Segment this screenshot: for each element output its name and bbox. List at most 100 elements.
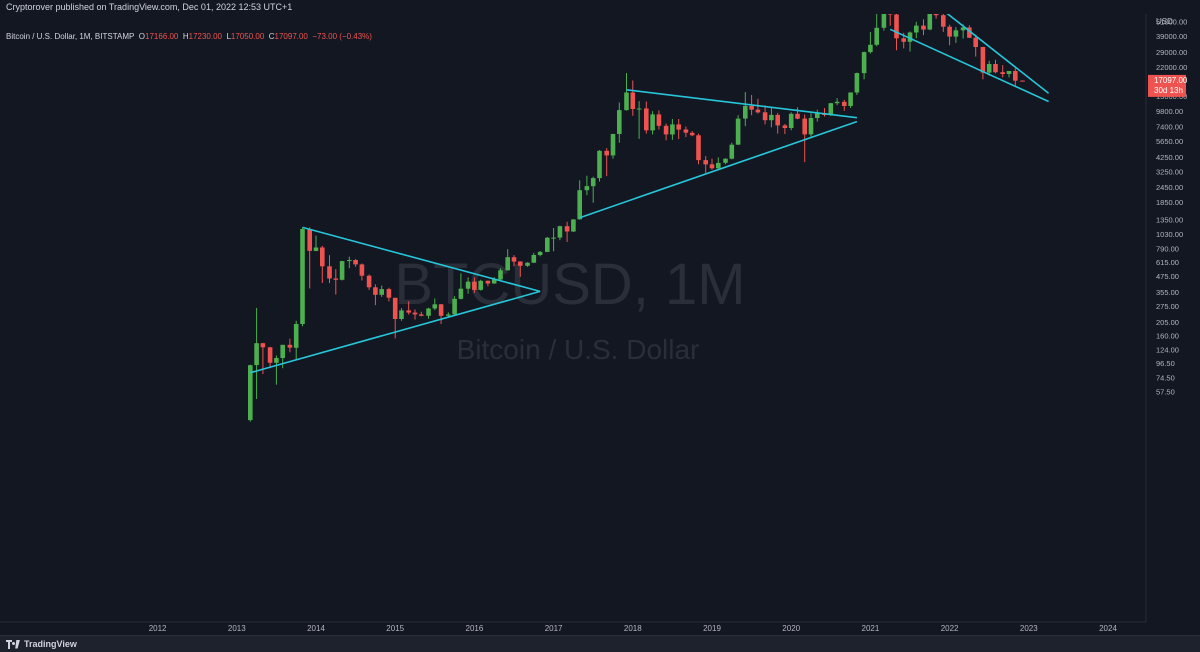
candle [743, 92, 748, 127]
candle [663, 123, 669, 141]
candle-body [755, 109, 761, 113]
candle [359, 263, 365, 281]
candle [545, 237, 550, 253]
trendline[interactable] [889, 28, 1049, 103]
candle [1006, 71, 1012, 78]
candle-body [670, 124, 675, 135]
trendline[interactable] [302, 226, 541, 293]
candle-body [320, 247, 325, 267]
candle-body [980, 47, 986, 73]
candle [953, 27, 959, 43]
candle [834, 98, 840, 106]
candle [907, 31, 913, 52]
candle-body [551, 237, 556, 239]
x-tick-label: 2016 [466, 624, 484, 633]
candle-body [280, 344, 285, 358]
candle-body [881, 13, 887, 28]
candle-body [604, 150, 609, 156]
candle-body [808, 118, 814, 135]
y-tick-label: 51000.00 [1156, 17, 1187, 26]
y-tick-label: 9800.00 [1156, 107, 1183, 116]
candle [822, 108, 827, 117]
candle [254, 307, 259, 399]
publish-header: Cryptorover published on TradingView.com… [0, 0, 1200, 14]
x-tick-label: 2020 [782, 624, 800, 633]
candle [1020, 80, 1025, 82]
time-axis[interactable]: 2012 2013 2014 2015 2016 2017 2018 2019 2020 2021… [0, 621, 1146, 633]
candle [973, 34, 978, 57]
candle [412, 309, 418, 320]
y-tick-label: 475.00 [1156, 272, 1179, 281]
candle [571, 219, 576, 232]
candle [399, 308, 404, 321]
trendline[interactable] [626, 89, 857, 119]
candle [735, 115, 741, 145]
candle [709, 158, 715, 170]
y-tick-label: 790.00 [1156, 245, 1179, 254]
candle [293, 320, 299, 361]
price-axis[interactable]: USD 150000.00115000.0087000.0067000.0051… [1145, 2, 1191, 622]
candle-body [438, 304, 444, 316]
watermark: BTCUSD, 1M Bitcoin / U.S. Dollar [394, 252, 745, 365]
candles-layer [248, 11, 1025, 422]
candle-body [735, 118, 741, 145]
candle-body [465, 281, 471, 289]
candle-body [696, 135, 701, 161]
candle-body [874, 27, 879, 45]
candle-body [650, 114, 655, 131]
chart-area[interactable]: BTCUSD, 1M Bitcoin / U.S. Dollar USD 150… [0, 2, 1200, 635]
candle [478, 279, 483, 291]
candle-body [743, 105, 748, 119]
candle [379, 285, 384, 297]
y-tick-label: 57.50 [1156, 387, 1175, 396]
candle-body [729, 144, 735, 159]
candle-body [709, 164, 715, 169]
candle [366, 274, 372, 290]
x-tick-label: 2021 [862, 624, 880, 633]
tradingview-logo-icon [6, 639, 20, 649]
candle [320, 245, 325, 283]
y-tick-label: 2450.00 [1156, 183, 1183, 192]
candle [1013, 68, 1018, 87]
candle [676, 119, 681, 140]
candle-body [327, 266, 332, 279]
candle-body [432, 304, 438, 309]
candle-body [248, 365, 253, 421]
candle-body [537, 251, 543, 255]
candle [769, 107, 774, 128]
candle-body [419, 314, 424, 316]
x-tick-label: 2023 [1020, 624, 1038, 633]
trendlines-layer[interactable] [250, 4, 1050, 374]
price-chart[interactable]: BTCUSD, 1M Bitcoin / U.S. Dollar USD 150… [0, 2, 1200, 635]
y-tick-label: 1850.00 [1156, 198, 1183, 207]
candle [511, 255, 517, 267]
candle [274, 355, 279, 385]
candle [373, 284, 378, 306]
trendline[interactable] [935, 4, 1050, 94]
x-tick-label: 2019 [703, 624, 721, 633]
candle-body [511, 257, 517, 262]
candle [842, 99, 847, 111]
candle-body [762, 112, 768, 121]
candle [808, 113, 814, 137]
candle-body [472, 281, 477, 290]
candle-body [749, 105, 754, 110]
candle-body [498, 270, 503, 280]
candle-body [973, 37, 978, 47]
trendline[interactable] [579, 120, 858, 219]
tradingview-logo[interactable]: TradingView [6, 638, 77, 650]
trendline[interactable] [250, 290, 541, 374]
candle [426, 307, 431, 319]
candle [300, 227, 305, 327]
candle-body [802, 118, 807, 135]
candle-body [960, 27, 966, 31]
candle [472, 277, 477, 293]
candle-body [260, 343, 266, 348]
low-value: 17050.00 [230, 32, 265, 41]
candle-body [267, 347, 273, 363]
candle-body [333, 278, 339, 280]
candle-body [571, 219, 576, 232]
candle [788, 112, 794, 131]
candle [729, 142, 735, 160]
candle [280, 344, 285, 369]
